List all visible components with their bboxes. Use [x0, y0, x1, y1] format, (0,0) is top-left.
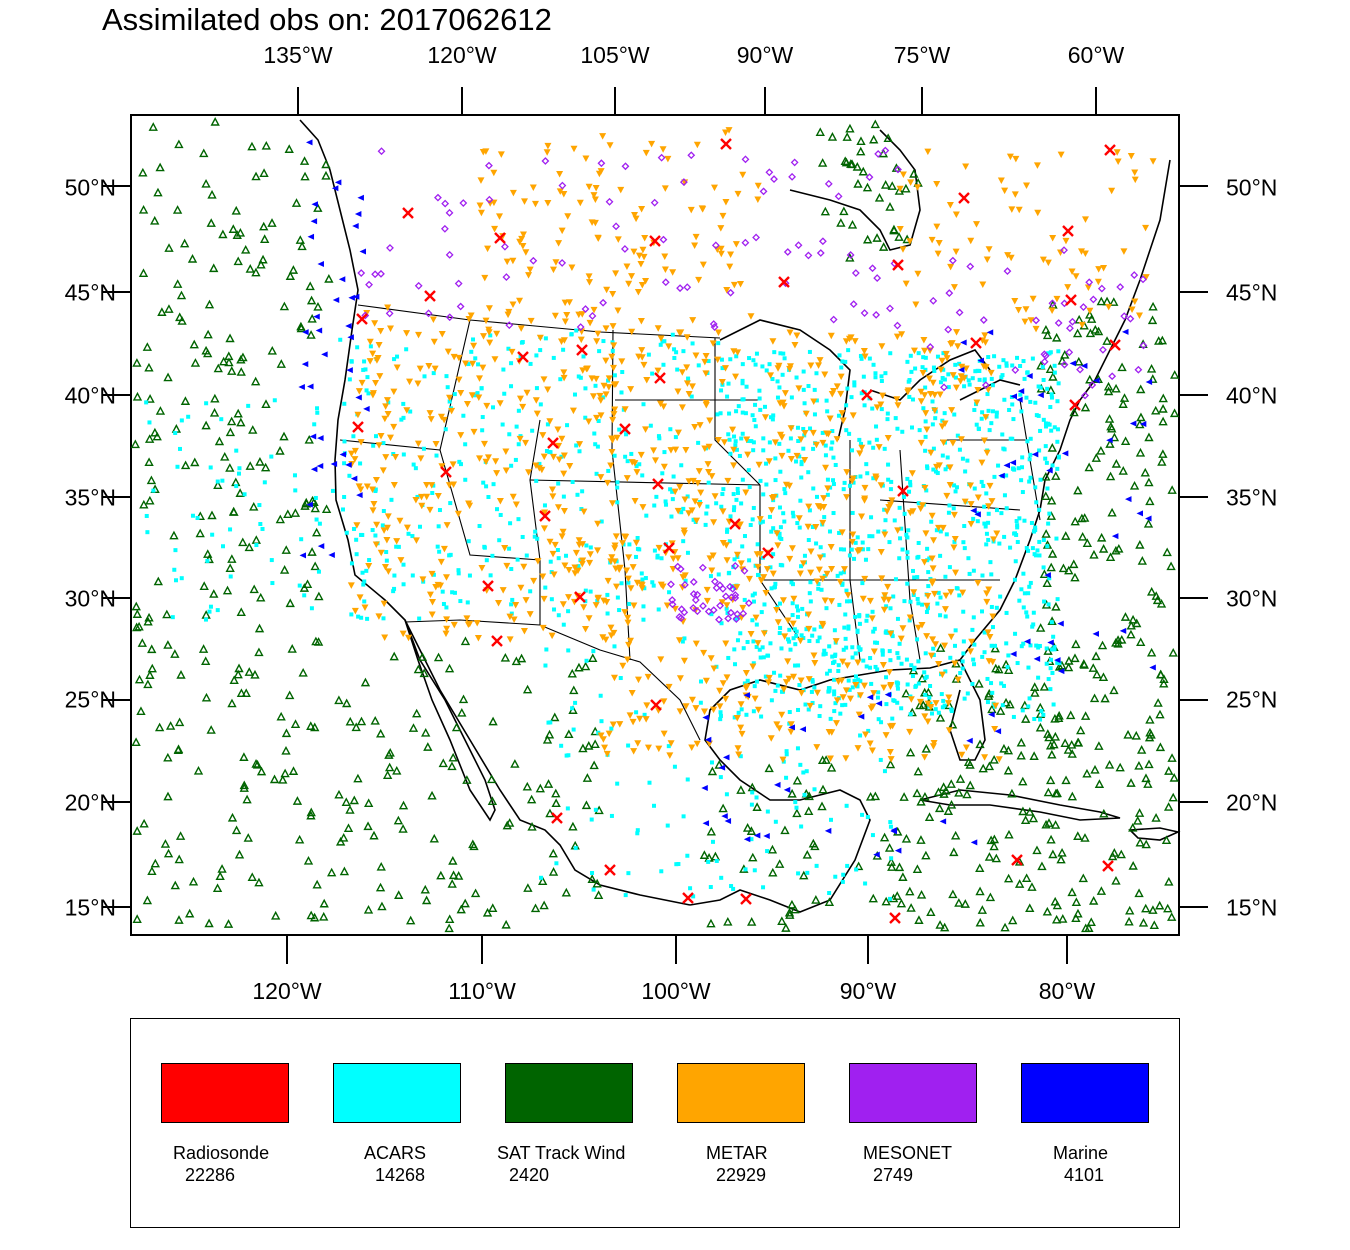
legend-count: 22286: [185, 1165, 236, 1185]
top-lon-label: 135°W: [263, 42, 333, 68]
bottom-lon-label: 100°W: [641, 978, 711, 1004]
legend: Radiosonde 22286 ACARS 14268 SAT Track W…: [130, 1018, 1180, 1228]
sat-track-wind-swatch: [505, 1063, 633, 1123]
map-title: Assimilated obs on: 2017062612: [102, 2, 552, 37]
bottom-lon-label: 90°W: [839, 978, 897, 1004]
left-lat-label: 40°N: [64, 382, 116, 409]
right-lat-label: 40°N: [1226, 382, 1278, 409]
top-lon-label: 75°W: [893, 42, 951, 68]
legend-item-radiosonde: Radiosonde 22286: [161, 1063, 291, 1185]
right-lat-label: 50°N: [1226, 174, 1278, 201]
right-lat-label: 45°N: [1226, 279, 1278, 306]
legend-item-acars: ACARS 14268: [333, 1063, 463, 1185]
top-lon-label: 90°W: [736, 42, 794, 68]
legend-item-mesonet: MESONET 2749: [849, 1063, 979, 1185]
legend-count: 14268: [375, 1165, 426, 1185]
right-lat-label: 30°N: [1226, 585, 1278, 612]
metar-swatch: [677, 1063, 805, 1123]
right-lat-label: 25°N: [1226, 686, 1278, 713]
legend-item-sat-track-wind: SAT Track Wind 2420: [497, 1063, 635, 1185]
legend-count: 4101: [1064, 1165, 1105, 1185]
legend-label: METAR: [706, 1143, 768, 1163]
left-lat-label: 30°N: [64, 585, 116, 612]
acars-swatch: [333, 1063, 461, 1123]
legend-item-marine: Marine 4101: [1021, 1063, 1151, 1185]
marine-swatch: [1021, 1063, 1149, 1123]
bottom-lon-label: 110°W: [448, 978, 516, 1004]
legend-label: Radiosonde: [173, 1143, 270, 1163]
left-lat-label: 45°N: [64, 279, 116, 306]
top-lon-label: 105°W: [580, 42, 650, 68]
bottom-lon-label: 120°W: [252, 978, 322, 1004]
left-lat-label: 20°N: [64, 789, 116, 816]
bottom-lon-label: 80°W: [1038, 978, 1096, 1004]
legend-item-metar: METAR 22929: [677, 1063, 807, 1185]
right-lat-label: 20°N: [1226, 789, 1278, 816]
legend-label: ACARS: [364, 1143, 427, 1163]
radiosonde-swatch: [161, 1063, 289, 1123]
top-lon-label: 120°W: [427, 42, 497, 68]
mesonet-swatch: [849, 1063, 977, 1123]
right-lat-label: 15°N: [1226, 894, 1278, 921]
legend-count: 22929: [716, 1165, 767, 1185]
legend-count: 2749: [873, 1165, 914, 1185]
left-lat-label: 35°N: [64, 484, 116, 511]
legend-label: MESONET: [863, 1143, 953, 1163]
top-lon-label: 60°W: [1067, 42, 1125, 68]
right-lat-label: 35°N: [1226, 484, 1278, 511]
legend-label: Marine: [1053, 1143, 1109, 1163]
left-lat-label: 50°N: [64, 174, 116, 201]
left-lat-label: 15°N: [64, 894, 116, 921]
map-plot-area: [130, 114, 1180, 936]
legend-count: 2420: [509, 1165, 550, 1185]
left-lat-label: 25°N: [64, 686, 116, 713]
legend-label: SAT Track Wind: [497, 1143, 626, 1163]
